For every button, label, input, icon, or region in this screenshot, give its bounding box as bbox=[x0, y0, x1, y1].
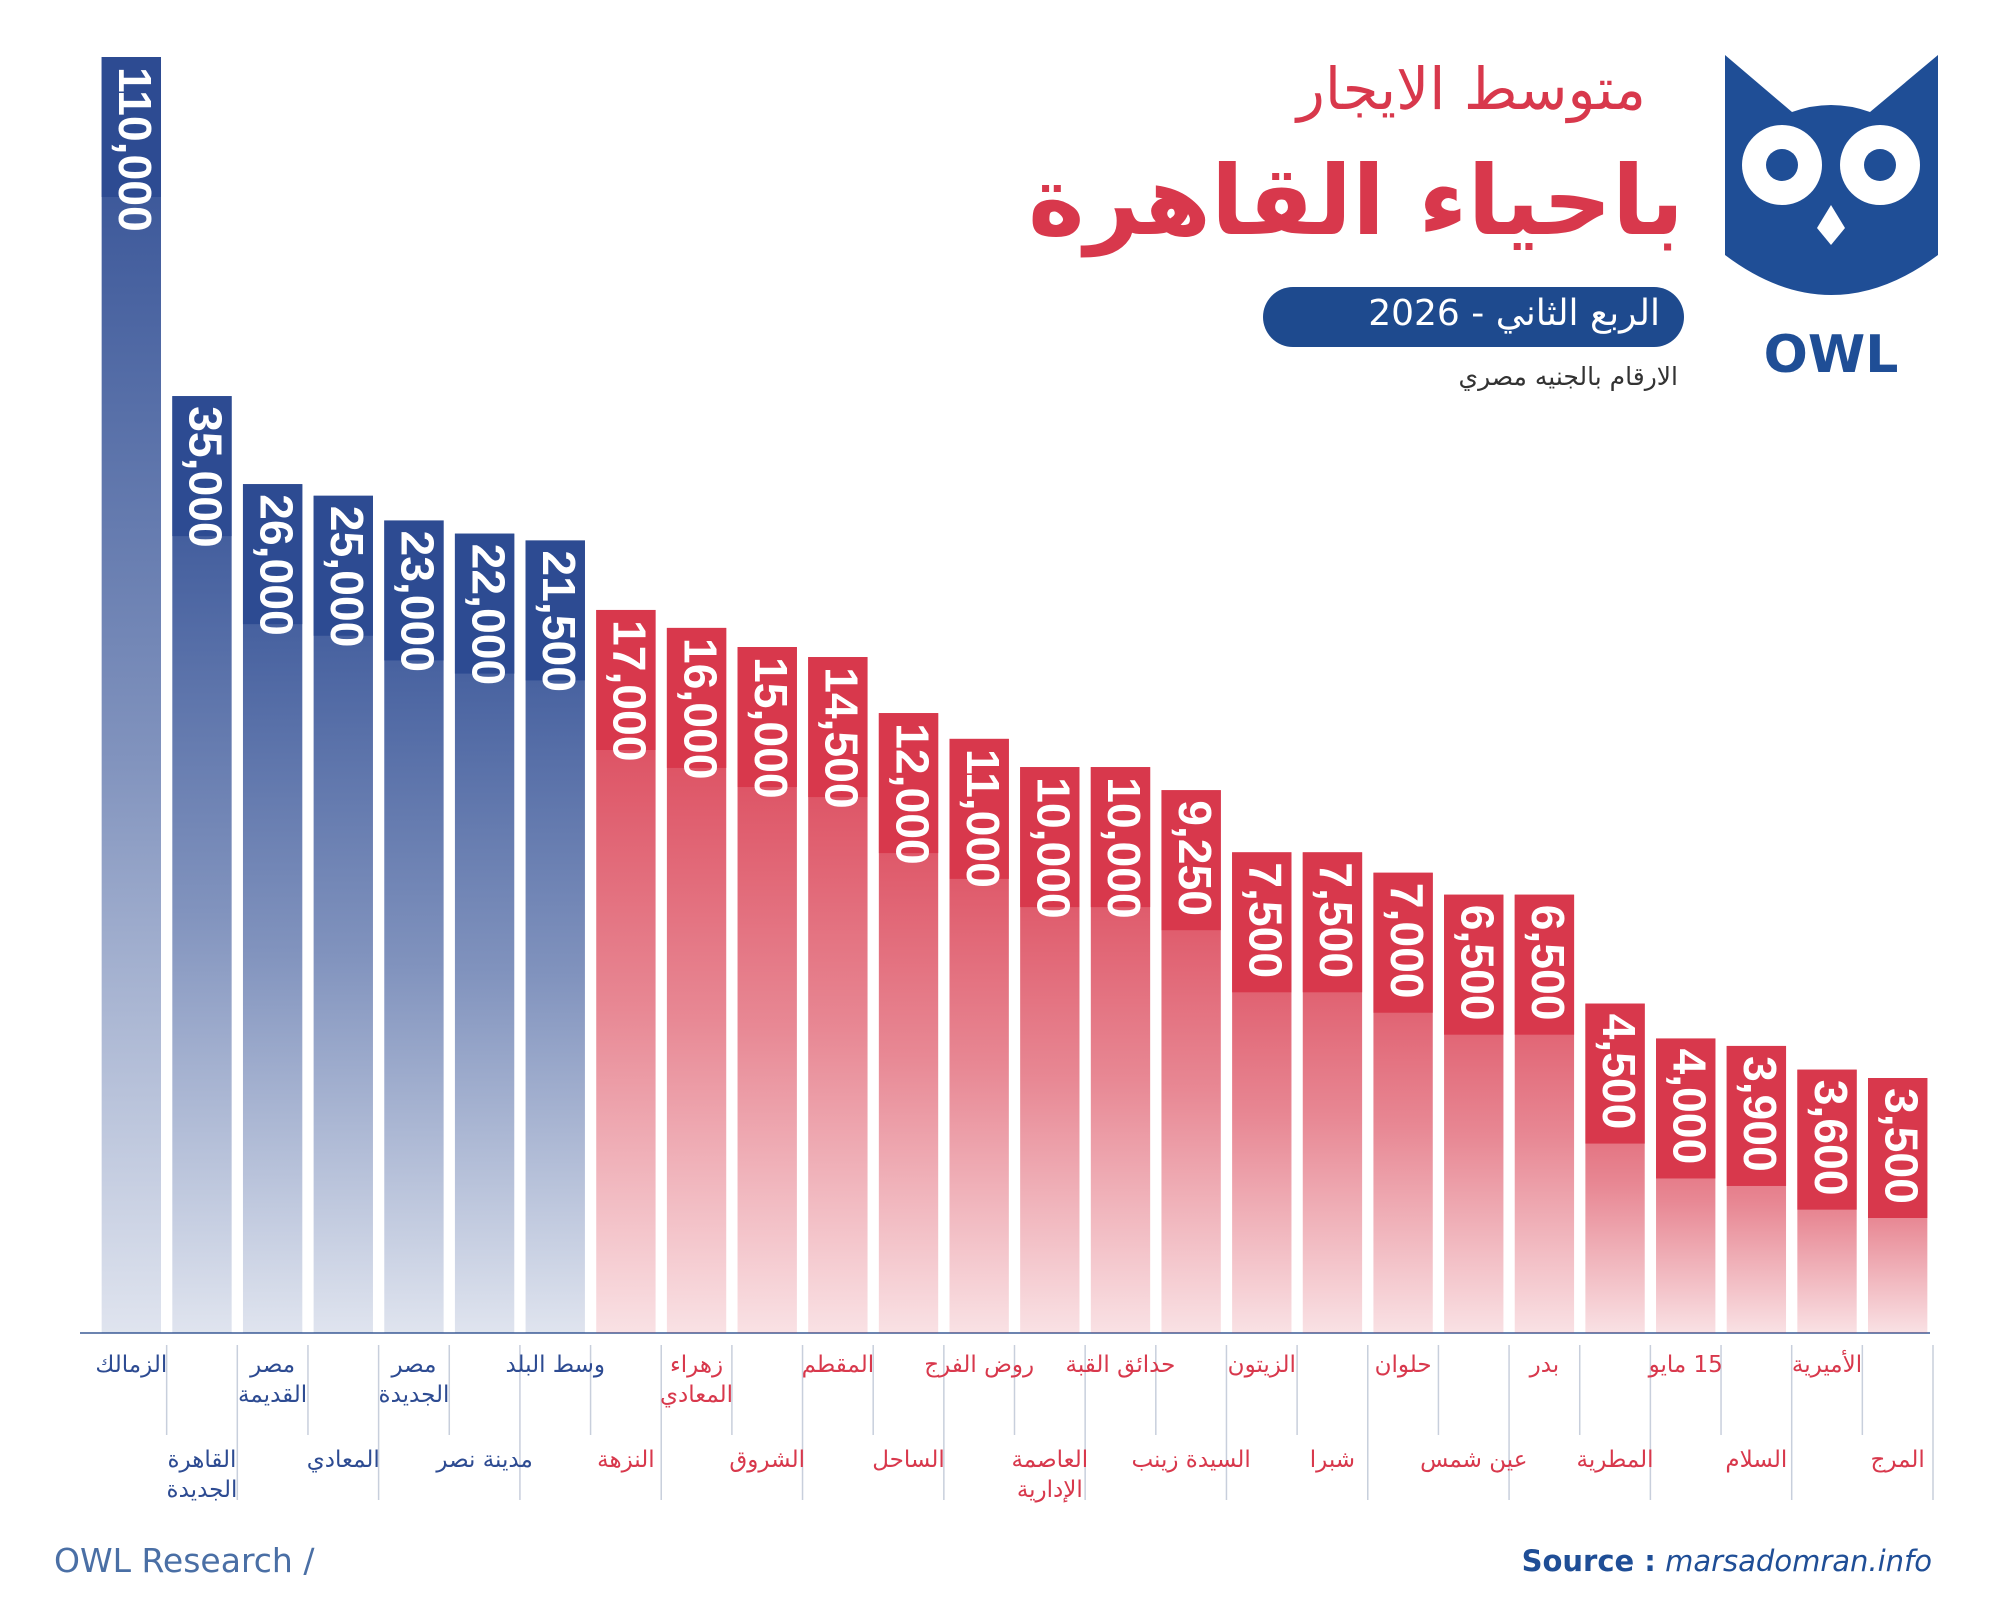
value-label: 25,000 bbox=[321, 506, 373, 648]
bar-cap bbox=[808, 657, 868, 798]
bar-cap bbox=[1302, 852, 1363, 993]
value-label: 7,500 bbox=[1240, 862, 1292, 978]
bar-cap bbox=[1656, 1038, 1716, 1179]
category-label: شبرا bbox=[1309, 1447, 1356, 1473]
period: الربع الثاني - 2026 bbox=[1368, 293, 1660, 334]
value-label: 23,000 bbox=[392, 530, 444, 672]
bar bbox=[172, 396, 232, 1333]
bar-cap bbox=[1726, 1045, 1787, 1186]
value-label: 110,000 bbox=[109, 67, 161, 232]
brand: OWL bbox=[1764, 325, 1899, 385]
category-label: المرج bbox=[1870, 1447, 1925, 1473]
bar-cap bbox=[101, 57, 162, 197]
value-label: 15,000 bbox=[745, 657, 797, 799]
category-label: عين شمس bbox=[1420, 1447, 1528, 1473]
value-label: 12,000 bbox=[886, 723, 938, 865]
bar-cap bbox=[666, 627, 727, 768]
bar-cap bbox=[525, 540, 585, 681]
bar-cap bbox=[1020, 767, 1080, 908]
value-label: 10,000 bbox=[1028, 777, 1080, 919]
value-label: 6,500 bbox=[1452, 905, 1504, 1021]
footer: OWL Research / bbox=[54, 1541, 315, 1580]
category-label: القاهرة الجديدة bbox=[166, 1447, 238, 1503]
value-label: 26,000 bbox=[250, 494, 302, 636]
category-label: 15 مايو bbox=[1648, 1352, 1723, 1378]
category-label: بدر bbox=[1529, 1352, 1560, 1378]
bar-cap bbox=[1585, 1003, 1645, 1144]
bar-cap bbox=[313, 495, 373, 636]
category-label: النزهة bbox=[597, 1447, 655, 1473]
category-label: وسط البلد bbox=[505, 1352, 606, 1378]
bar-cap bbox=[737, 647, 797, 788]
category-label: زهراء المعادي bbox=[660, 1352, 734, 1408]
bar-cap bbox=[878, 713, 939, 854]
bar bbox=[101, 57, 162, 1333]
source-line: Source : marsadomran.info bbox=[1522, 1544, 1932, 1578]
category-label: الساحل bbox=[872, 1447, 945, 1473]
category-label: مدينة نصر bbox=[436, 1447, 533, 1473]
value-label: 7,000 bbox=[1381, 883, 1433, 999]
title: متوسط الايجار bbox=[1296, 55, 1646, 123]
source: marsadomran.info bbox=[1665, 1544, 1932, 1578]
category-label: حلوان bbox=[1374, 1352, 1432, 1378]
bar-cap bbox=[949, 738, 1009, 879]
category-label: العاصمة الإدارية bbox=[1011, 1447, 1089, 1503]
note: الارقام بالجنيه مصري bbox=[1458, 362, 1678, 391]
period-pill bbox=[1263, 287, 1684, 347]
bar bbox=[242, 484, 303, 1333]
bar-cap bbox=[384, 520, 444, 661]
bar-cap bbox=[1867, 1078, 1928, 1218]
bar-cap bbox=[596, 609, 656, 750]
value-label: 6,500 bbox=[1522, 905, 1574, 1021]
category-label: السلام bbox=[1725, 1447, 1788, 1473]
value-label: 3,900 bbox=[1734, 1056, 1786, 1172]
value-label: 22,000 bbox=[462, 544, 514, 686]
bar-cap bbox=[1797, 1069, 1857, 1210]
category-label: الشروق bbox=[729, 1447, 805, 1473]
value-label: 14,500 bbox=[816, 667, 868, 809]
category-label: السيدة زينب bbox=[1131, 1447, 1251, 1473]
value-label: 16,000 bbox=[674, 638, 726, 780]
bar-cap bbox=[1514, 894, 1575, 1035]
subtitle: باحياء القاهرة bbox=[1027, 145, 1684, 257]
category-label: المطرية bbox=[1576, 1447, 1654, 1473]
value-label: 3,600 bbox=[1805, 1080, 1857, 1196]
value-label: 9,250 bbox=[1169, 800, 1221, 916]
category-label: مصر الجديدة bbox=[378, 1352, 450, 1408]
category-label: المعادي bbox=[306, 1447, 380, 1473]
value-label: 21,500 bbox=[533, 550, 585, 692]
bar-cap bbox=[1161, 790, 1221, 931]
owl-logo bbox=[1725, 55, 1938, 295]
value-label: 4,000 bbox=[1663, 1048, 1715, 1164]
value-label: 10,000 bbox=[1098, 777, 1150, 919]
value-label: 3,500 bbox=[1875, 1088, 1927, 1204]
bar-cap bbox=[1232, 852, 1292, 993]
category-label: الزيتون bbox=[1227, 1352, 1296, 1378]
bar-cap bbox=[1090, 767, 1151, 908]
category-label: الأميرية bbox=[1791, 1352, 1863, 1378]
bar-cap bbox=[242, 484, 303, 625]
value-label: 35,000 bbox=[180, 406, 232, 548]
source-label: Source : bbox=[1521, 1544, 1656, 1578]
category-label: روض الفرج bbox=[924, 1352, 1035, 1378]
bar-cap bbox=[172, 396, 232, 537]
value-label: 7,500 bbox=[1310, 862, 1362, 978]
value-label: 11,000 bbox=[957, 749, 1009, 888]
category-label: مصر القديمة bbox=[238, 1352, 308, 1408]
category-label: المقطم bbox=[801, 1352, 875, 1378]
value-label: 4,500 bbox=[1593, 1014, 1645, 1130]
bar-cap bbox=[1373, 872, 1433, 1013]
category-label: الزمالك bbox=[95, 1352, 168, 1378]
bar-cap bbox=[454, 533, 515, 674]
value-label: 17,000 bbox=[604, 620, 656, 762]
bar-cap bbox=[1444, 894, 1504, 1035]
category-label: حدائق القبة bbox=[1065, 1352, 1176, 1378]
